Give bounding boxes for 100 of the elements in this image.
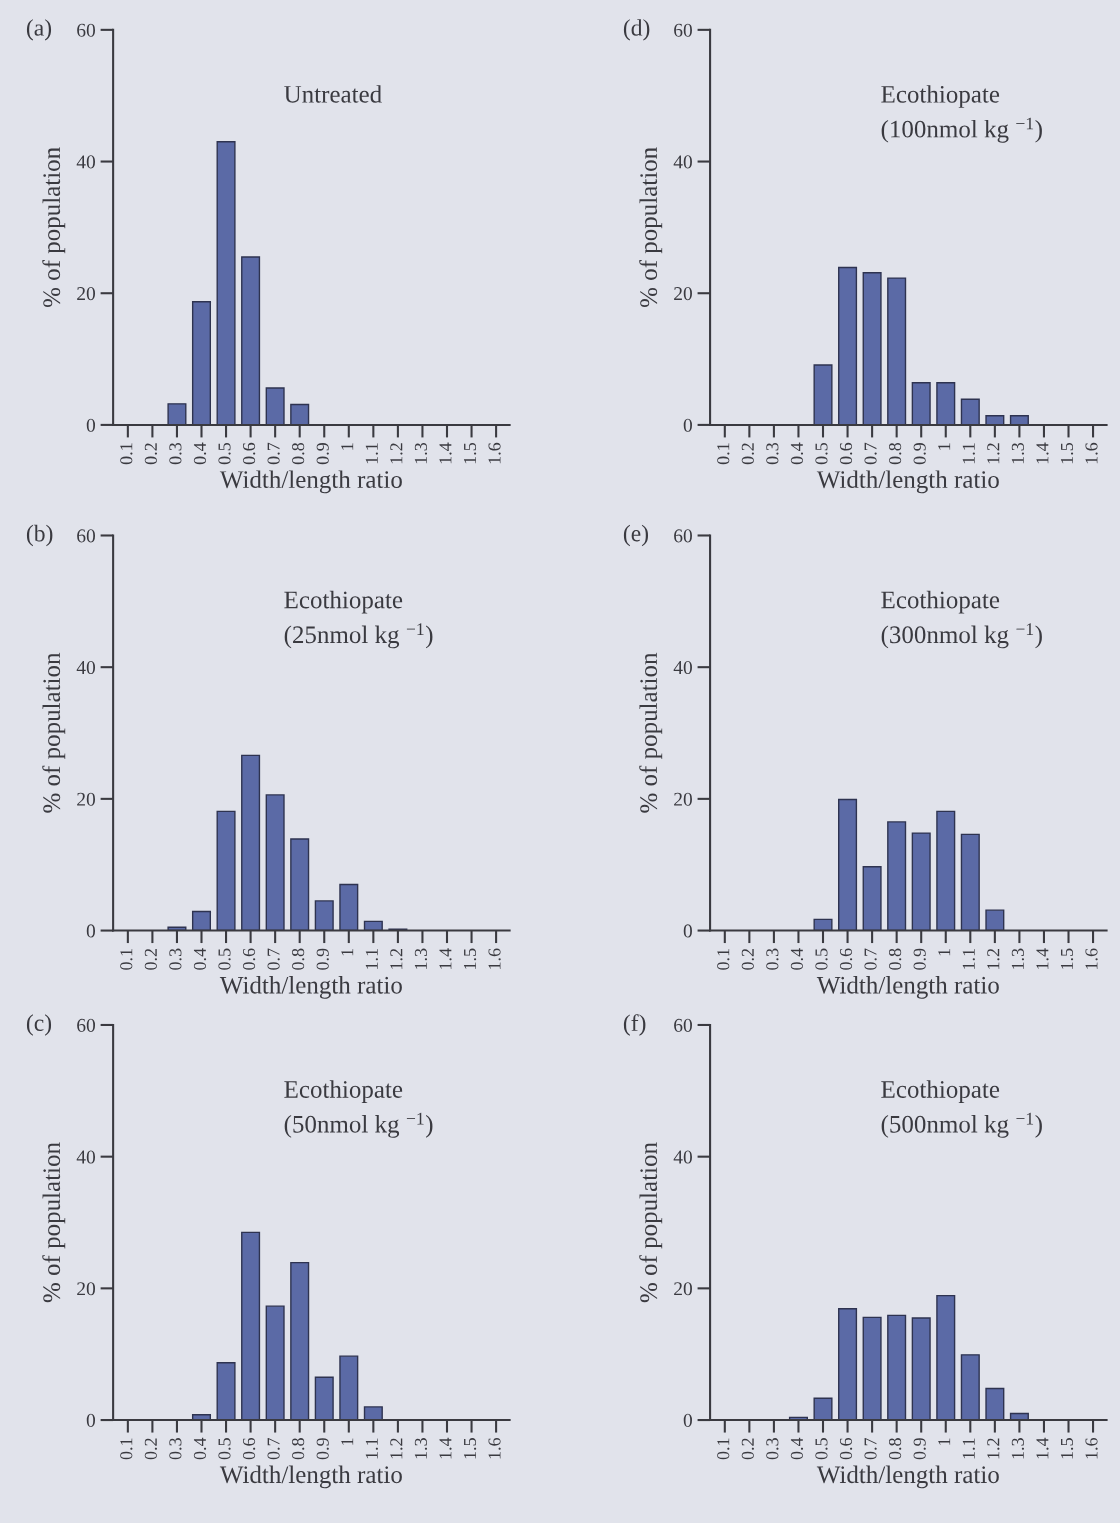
x-tick-label: 0.1 [120,949,133,970]
chart-title: (b) [26,524,53,547]
y-tick-label: 20 [77,1282,96,1296]
x-tick-label: 1.4 [439,948,452,969]
x-tick-label: 0.2 [741,948,754,970]
x-tick-label: 0.1 [717,949,730,970]
chart-title: (c) [26,1014,52,1036]
x-tick-label: 1.2 [987,1438,1000,1459]
x-tick-label: 0.7 [864,948,877,970]
x-tick-label: 0.5 [815,442,828,465]
x-tick-label: 0.8 [292,1438,305,1460]
x-tick-label: 0.5 [218,948,231,970]
x-tick-label: 1.6 [1085,948,1098,969]
x-tick-label: 0.6 [242,1437,256,1460]
x-tick-label: 1.2 [987,948,1000,969]
x-tick-label: 1.5 [463,948,477,969]
x-tick-label: 0.9 [913,1438,926,1460]
x-tick-label: 1.5 [1060,442,1074,464]
x-tick-label: 0.6 [242,948,256,970]
x-tick-label: 0.8 [888,948,902,970]
y-axis-title: % of population [42,147,66,308]
x-tick-label: 0.9 [316,1438,329,1460]
x-tick-label: 1.1 [365,1438,378,1459]
y-tick-label: 40 [673,660,692,675]
chart-title: (f) [623,1014,646,1036]
x-axis-title: Width/length ratio [816,1465,999,1489]
y-tick-label: 60 [77,1018,96,1032]
x-tick-label: 0.9 [316,948,329,970]
x-tick-label: 1.6 [488,1437,501,1459]
x-tick-label: 0.5 [815,1438,828,1460]
x-tick-label: 0.1 [120,443,133,465]
x-tick-label: 0.6 [839,442,853,465]
x-tick-label: 0.6 [839,1437,853,1460]
x-tick-label: 1.3 [1011,948,1025,969]
x-tick-label: 0.8 [888,442,902,465]
x-tick-label: 0.4 [790,442,804,465]
y-tick-label: 0 [683,924,692,938]
chart-title: (a) [26,19,52,41]
x-tick-label: 1.3 [414,442,428,464]
y-tick-label: 20 [674,792,692,806]
x-tick-label: 1.1 [962,949,975,969]
x-tick-label: 0.6 [242,442,256,465]
x-tick-label: 1.3 [414,1438,428,1459]
y-axis-title: % of population [639,1142,663,1303]
x-tick-label: 0.8 [888,1438,902,1460]
x-tick-label: 0.4 [790,1437,804,1460]
x-tick-label: 1.3 [1011,442,1025,464]
text: Ecothiopate (500nmol kg $^{−1}$) [881,1080,1042,1138]
y-tick-label: 20 [77,792,96,806]
x-tick-label: 1.1 [365,949,378,969]
x-tick-label: 1 [938,1438,951,1445]
x-tick-label: 0.2 [144,443,157,465]
x-tick-label: 1 [341,1438,354,1445]
y-tick-label: 40 [76,1150,96,1164]
x-tick-label: 0.3 [766,1438,779,1460]
x-tick-label: 0.9 [913,443,926,465]
x-tick-label: 1.1 [365,443,378,464]
y-tick-label: 40 [673,1150,692,1164]
x-tick-label: 1.4 [1036,442,1049,464]
x-tick-label: 1 [341,443,354,450]
text: Ecothiopate (300nmol kg $^{−1}$) [881,590,1042,649]
y-tick-label: 60 [674,23,692,37]
x-tick-label: 0.2 [144,948,157,970]
x-tick-label: 1.2 [390,948,403,969]
x-tick-label: 1.1 [962,1438,975,1459]
x-tick-label: 1.5 [463,442,477,464]
y-tick-label: 40 [76,660,96,675]
x-tick-label: 1.3 [414,948,428,969]
x-tick-label: 1.4 [439,1437,452,1459]
chart-title: (d) [623,19,650,41]
x-tick-label: 1.3 [1011,1438,1025,1459]
x-tick-label: 0.1 [120,1438,133,1460]
x-tick-label: 0.9 [316,443,329,465]
x-tick-label: 1.4 [1036,1437,1049,1459]
x-tick-label: 0.4 [193,1437,207,1460]
y-axis-title: % of population [42,1142,66,1303]
x-tick-label: 0.2 [741,443,754,465]
y-tick-label: 60 [674,529,692,543]
x-axis-title: Width/length ratio [219,1465,402,1489]
x-tick-label: 1.5 [1060,948,1074,969]
x-tick-label: 1.6 [1085,442,1098,464]
x-tick-label: 0.9 [913,948,926,970]
x-tick-label: 0.3 [169,1438,182,1460]
x-tick-label: 0.8 [292,442,305,465]
x-axis-title: Width/length ratio [816,470,999,494]
x-tick-label: 0.4 [193,442,207,465]
text: Ecothiopate (100nmol kg $^{−1}$) [881,85,1042,143]
x-tick-label: 0.3 [169,442,182,465]
x-tick-label: 1.2 [987,443,1000,464]
x-tick-label: 1.6 [488,948,501,969]
x-tick-label: 0.3 [766,442,779,465]
x-tick-label: 0.3 [766,948,779,970]
x-tick-label: 0.5 [218,1438,231,1460]
text: Ecothiopate (25nmol kg $^{−1}$) [284,590,433,649]
text: Untreated [284,85,382,103]
x-tick-label: 1.4 [1036,948,1049,969]
x-tick-label: 0.4 [790,948,804,970]
x-tick-label: 0.7 [267,948,280,970]
x-tick-label: 0.7 [864,442,877,465]
y-axis-title: % of population [639,652,663,813]
